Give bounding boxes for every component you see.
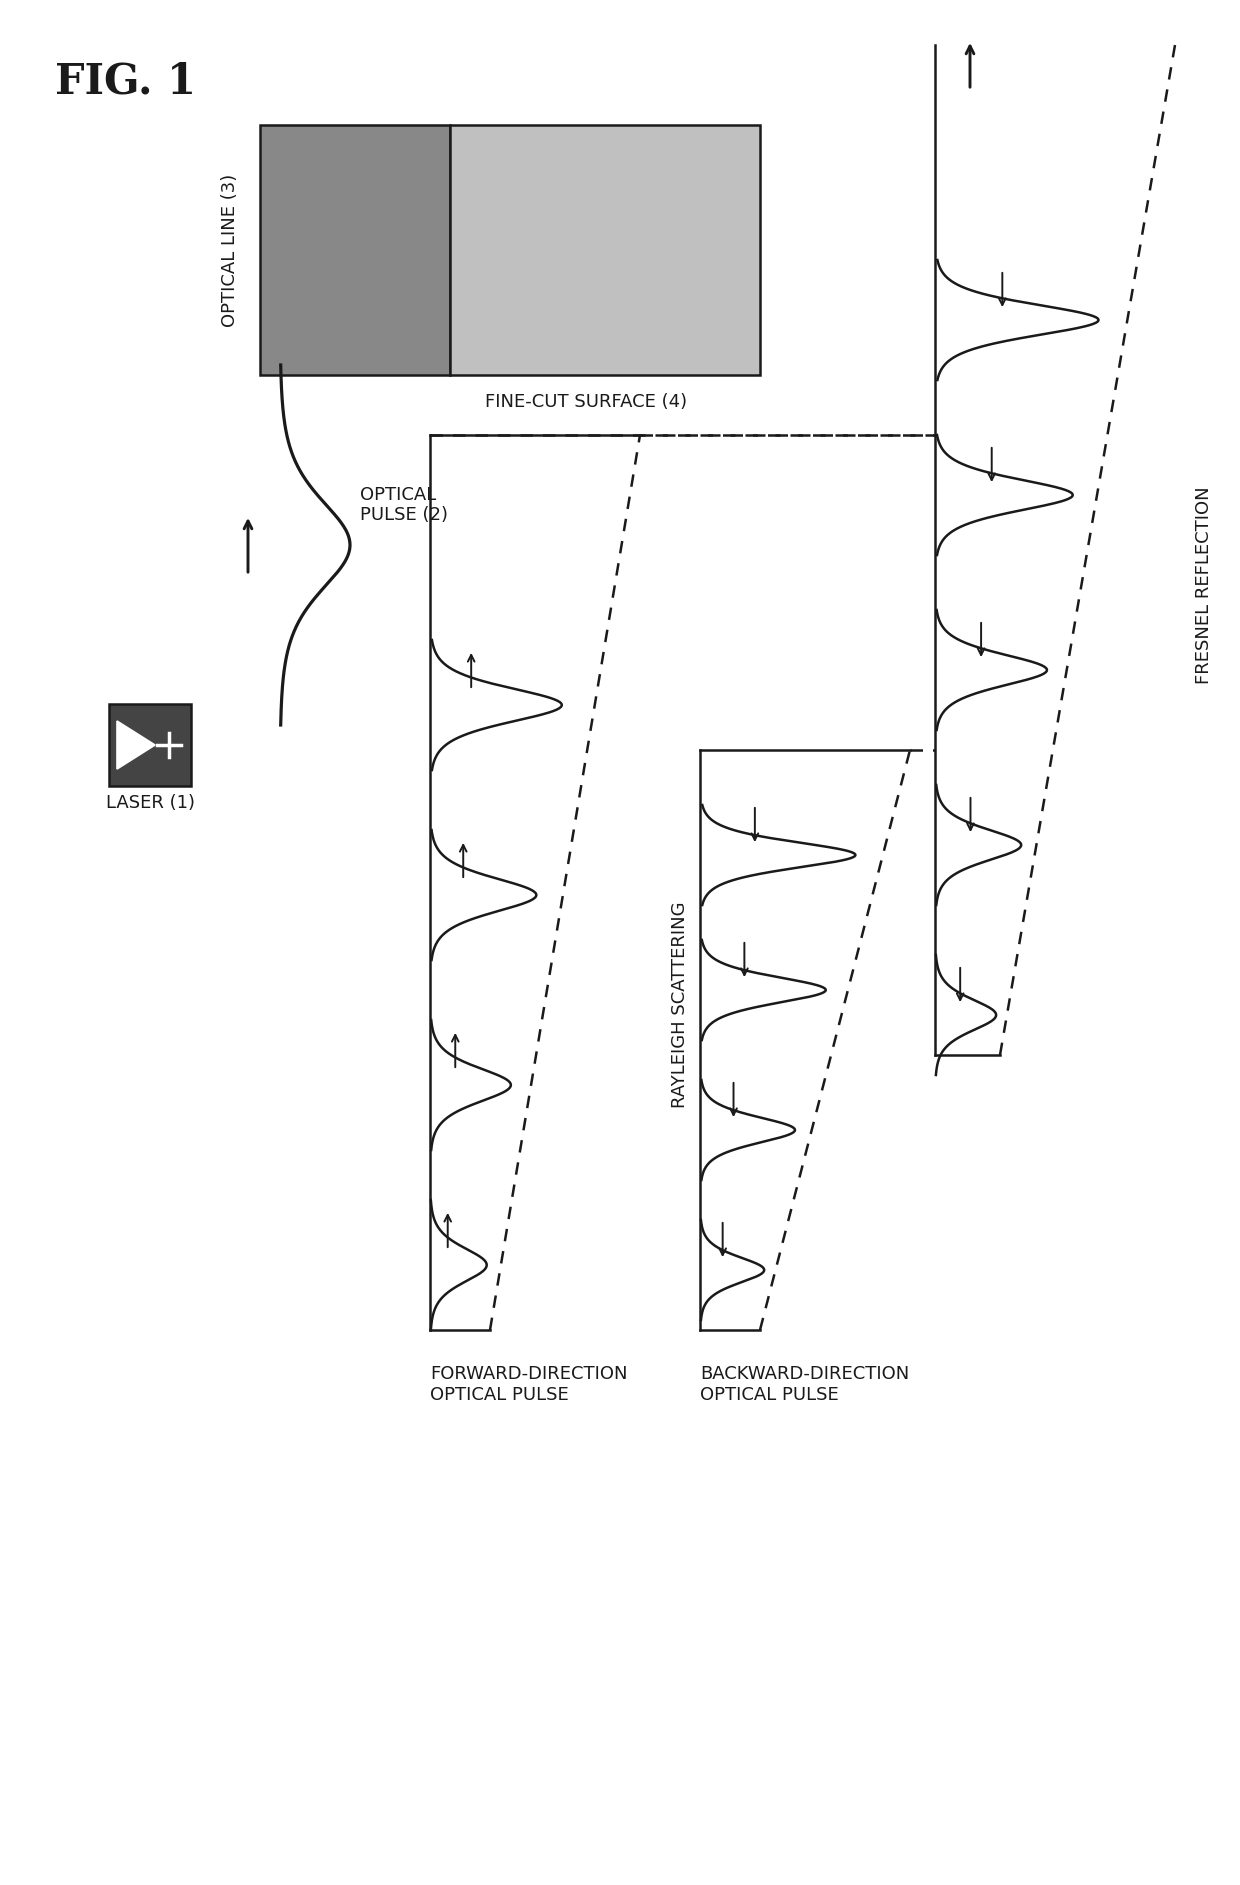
Bar <box>109 703 191 786</box>
Bar <box>450 124 760 375</box>
Text: RAYLEIGH SCATTERING: RAYLEIGH SCATTERING <box>671 901 689 1108</box>
Bar <box>260 124 450 375</box>
Text: OPTICAL
PULSE (2): OPTICAL PULSE (2) <box>360 486 448 524</box>
Text: FORWARD-DIRECTION
OPTICAL PULSE: FORWARD-DIRECTION OPTICAL PULSE <box>430 1365 627 1404</box>
Text: FIG. 1: FIG. 1 <box>55 60 196 102</box>
Text: OPTICAL LINE (3): OPTICAL LINE (3) <box>221 173 239 326</box>
Text: FINE-CUT SURFACE (4): FINE-CUT SURFACE (4) <box>485 392 687 411</box>
Text: BACKWARD-DIRECTION
OPTICAL PULSE: BACKWARD-DIRECTION OPTICAL PULSE <box>701 1365 909 1404</box>
Polygon shape <box>117 720 155 769</box>
Text: FRESNEL REFLECTION: FRESNEL REFLECTION <box>1195 486 1213 684</box>
Text: LASER (1): LASER (1) <box>105 794 195 812</box>
